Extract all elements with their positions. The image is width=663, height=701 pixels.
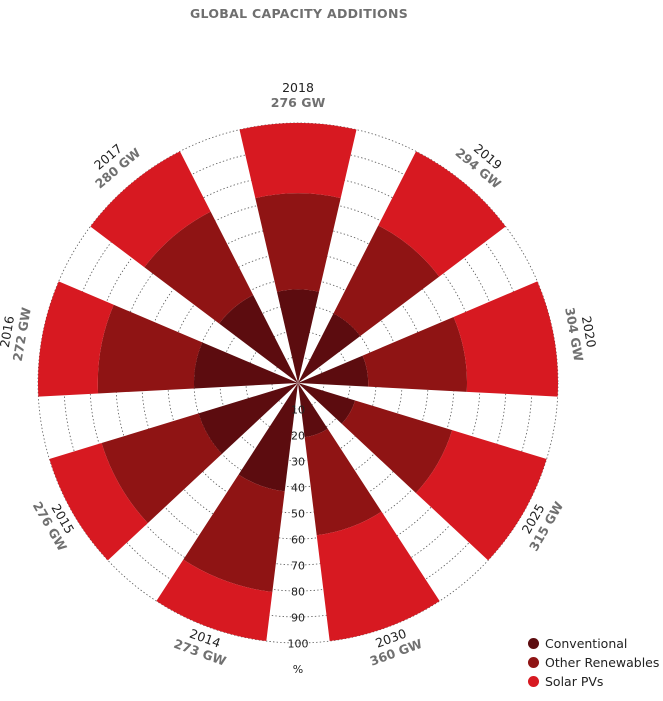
solar-pv-segment-2019 xyxy=(378,151,506,277)
legend-item-other-renewables: Other Renewables xyxy=(528,653,659,672)
legend: Conventional Other Renewables Solar PVs xyxy=(528,634,659,691)
legend-label-solar-pv: Solar PVs xyxy=(545,674,604,689)
radial-tick-label: 100 xyxy=(288,638,309,651)
category-total-label: 304 GW xyxy=(562,306,586,362)
radial-tick-labels: 10 20 30 40 50 60 70 80 90 100% xyxy=(288,404,309,677)
conventional-segment-2018 xyxy=(276,289,320,383)
legend-swatch-other-renewables xyxy=(528,657,539,668)
radial-tick-label: 90 xyxy=(291,612,305,625)
solar-pv-segment-2020 xyxy=(453,281,558,397)
radial-tick-label: 10 xyxy=(291,404,305,417)
conventional-segment-2017 xyxy=(219,294,298,383)
solar-pv-segment-2016 xyxy=(38,281,114,397)
legend-item-solar-pv: Solar PVs xyxy=(528,672,659,691)
chart-title: GLOBAL CAPACITY ADDITIONS xyxy=(189,6,409,21)
radial-tick-label: 80 xyxy=(291,586,305,599)
other-renewables-segment-2019 xyxy=(333,225,440,337)
radial-tick-label: 30 xyxy=(291,456,305,469)
conventional-segment-2020 xyxy=(298,355,369,387)
legend-item-conventional: Conventional xyxy=(528,634,659,653)
radial-unit-label: % xyxy=(293,663,303,676)
bars xyxy=(38,123,558,642)
solar-pv-segment-2014 xyxy=(156,559,273,642)
other-renewables-segment-2014 xyxy=(183,474,285,593)
other-renewables-segment-2020 xyxy=(362,316,468,392)
category-year-label: 2016 xyxy=(0,315,17,349)
radial-tick-label: 60 xyxy=(291,534,305,547)
conventional-segment-2015 xyxy=(198,383,298,454)
other-renewables-segment-2015 xyxy=(101,413,222,524)
category-year-label: 2020 xyxy=(579,315,599,349)
legend-swatch-conventional xyxy=(528,638,539,649)
other-renewables-segment-2017 xyxy=(144,211,254,324)
other-renewables-segment-2030 xyxy=(304,428,382,536)
radial-tick-label: 40 xyxy=(291,482,305,495)
radial-tick-label: 70 xyxy=(291,560,305,573)
conventional-segment-2025 xyxy=(298,383,356,424)
other-renewables-segment-2025 xyxy=(341,400,453,493)
solar-pv-segment-2018 xyxy=(239,123,357,199)
conventional-segment-2030 xyxy=(298,383,328,438)
radial-tick-label: 20 xyxy=(291,430,305,443)
conventional-segment-2016 xyxy=(194,342,298,389)
radial-tick-label: 50 xyxy=(291,508,305,521)
conventional-segment-2019 xyxy=(298,313,361,383)
other-renewables-segment-2016 xyxy=(97,304,203,394)
other-renewables-segment-2018 xyxy=(255,193,341,292)
solar-pv-segment-2030 xyxy=(316,511,440,642)
solar-pv-segment-2025 xyxy=(415,430,547,561)
solar-pv-segment-2015 xyxy=(49,443,148,561)
solar-pv-segment-2017 xyxy=(90,151,211,268)
legend-swatch-solar-pv xyxy=(528,676,539,687)
conventional-segment-2014 xyxy=(238,383,298,492)
category-total-label: 272 GW xyxy=(10,306,34,362)
category-total-label: 276 GW xyxy=(271,95,326,110)
legend-label-conventional: Conventional xyxy=(545,636,628,651)
category-year-label: 2018 xyxy=(282,80,314,95)
legend-label-other-renewables: Other Renewables xyxy=(545,655,660,670)
